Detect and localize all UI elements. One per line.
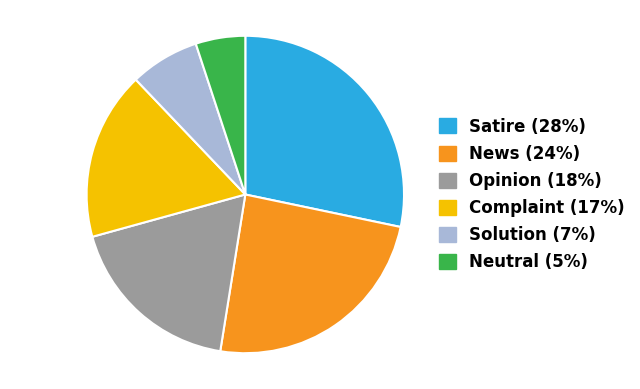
Wedge shape — [220, 194, 401, 353]
Wedge shape — [245, 36, 404, 227]
Wedge shape — [86, 80, 245, 237]
Wedge shape — [136, 44, 245, 194]
Wedge shape — [196, 36, 245, 194]
Wedge shape — [92, 194, 245, 351]
Legend: Satire (28%), News (24%), Opinion (18%), Complaint (17%), Solution (7%), Neutral: Satire (28%), News (24%), Opinion (18%),… — [439, 117, 625, 272]
